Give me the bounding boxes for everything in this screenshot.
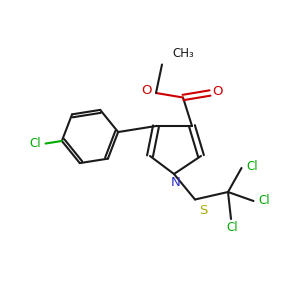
Text: O: O bbox=[141, 83, 152, 97]
Text: O: O bbox=[212, 85, 223, 98]
Text: Cl: Cl bbox=[246, 160, 258, 173]
Text: Cl: Cl bbox=[227, 221, 238, 234]
Text: Cl: Cl bbox=[29, 137, 41, 150]
Text: S: S bbox=[200, 204, 208, 217]
Text: CH₃: CH₃ bbox=[172, 47, 194, 60]
Text: Cl: Cl bbox=[258, 194, 270, 208]
Text: N: N bbox=[171, 176, 180, 188]
